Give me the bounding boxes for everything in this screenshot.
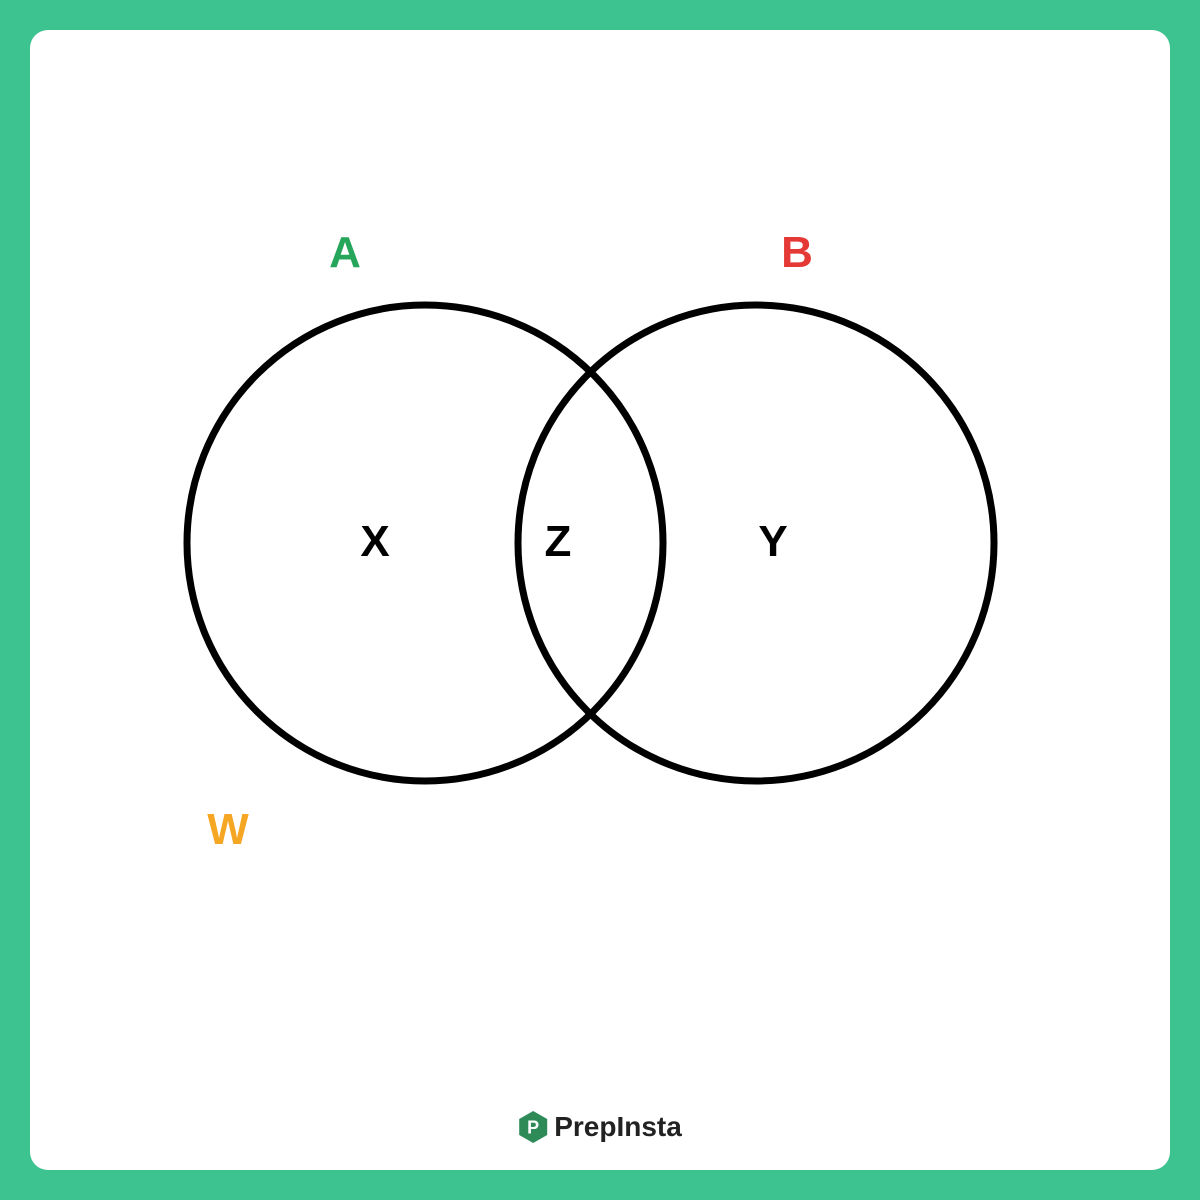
brand-footer: P PrepInsta [518, 1110, 682, 1144]
label-w: W [207, 805, 249, 855]
brand-name: PrepInsta [554, 1111, 682, 1143]
svg-text:P: P [527, 1118, 539, 1138]
label-z: Z [545, 517, 572, 567]
label-a: A [329, 228, 361, 278]
label-b: B [781, 228, 813, 278]
outer-frame: A B X Z Y W P PrepInsta [0, 0, 1200, 1200]
venn-circle-b [518, 305, 994, 781]
label-y: Y [758, 517, 787, 567]
label-x: X [360, 517, 389, 567]
venn-circle-a [187, 305, 663, 781]
venn-diagram [0, 0, 1200, 1200]
brand-logo-icon: P [518, 1110, 548, 1144]
